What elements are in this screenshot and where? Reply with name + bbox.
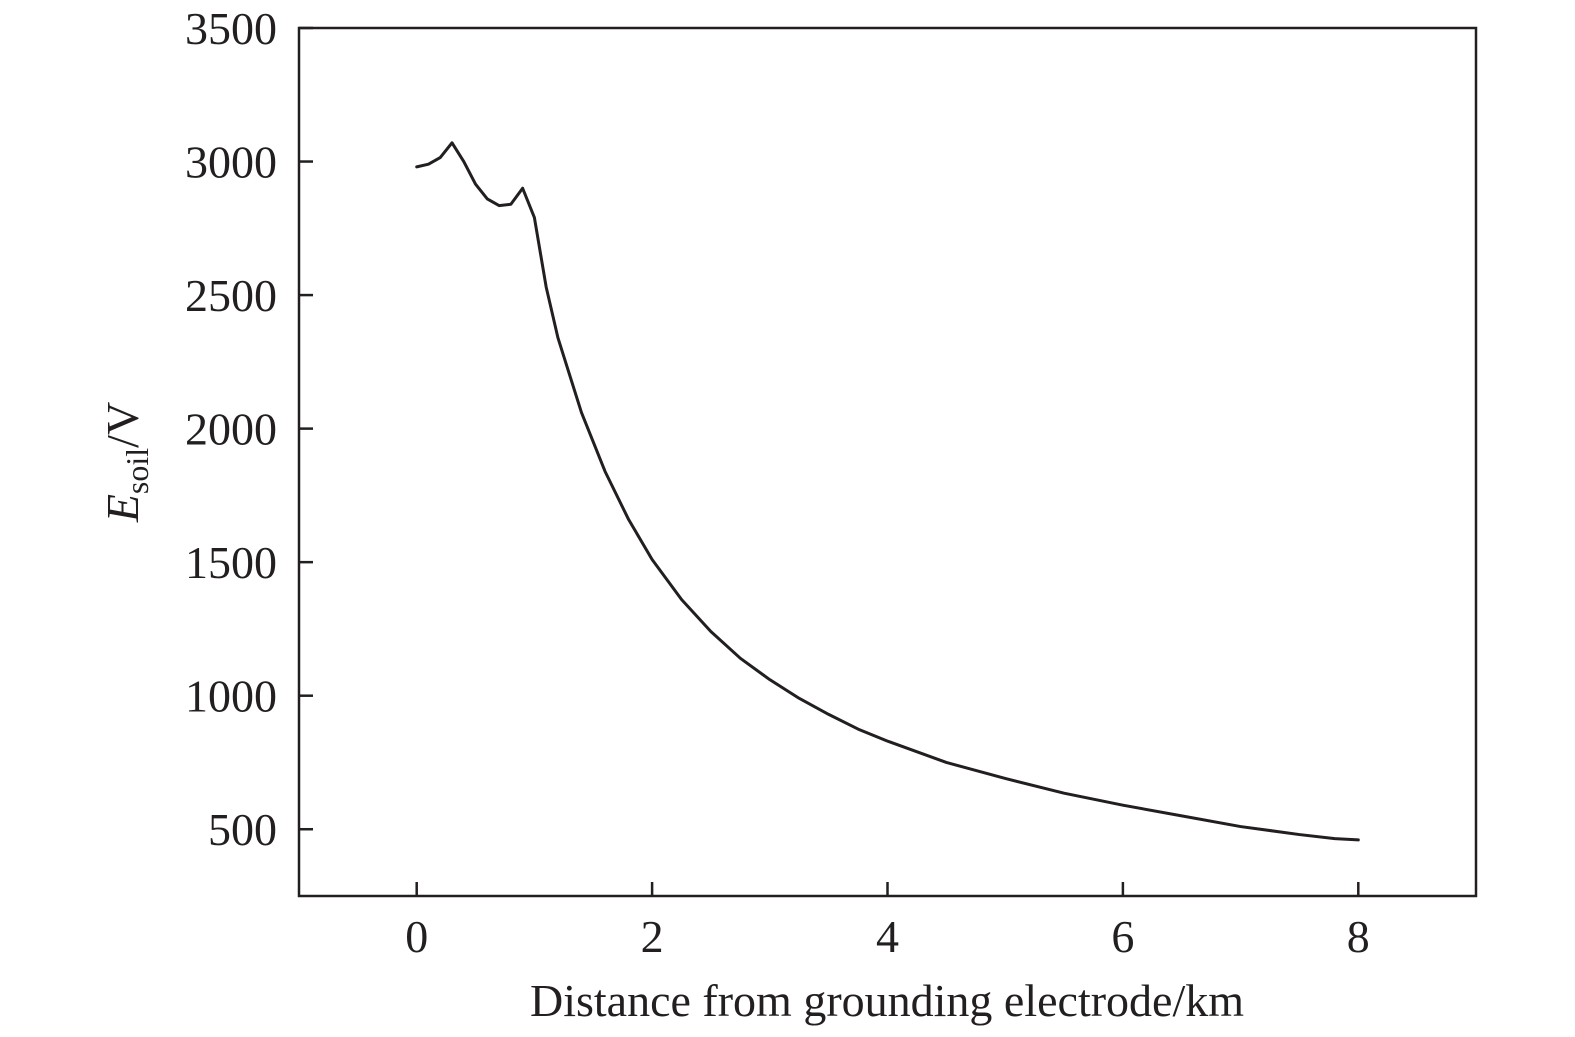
x-tick-label: 2	[641, 911, 664, 962]
y-tick-label: 1000	[185, 671, 277, 722]
x-tick-label: 6	[1111, 911, 1134, 962]
x-tick-label: 8	[1347, 911, 1370, 962]
y-tick-label: 2500	[185, 270, 277, 321]
y-tick-label: 2000	[185, 404, 277, 455]
y-axis-ticks: 500 1000 1500 2000 2500 3000 3500	[185, 3, 313, 855]
x-axis-ticks: 0 2 4 6 8	[405, 882, 1370, 962]
x-tick-label: 4	[876, 911, 899, 962]
y-tick-label: 3000	[185, 137, 277, 188]
x-axis-label: Distance from grounding electrode/km	[530, 975, 1244, 1026]
y-axis-label-subscript: soil	[119, 448, 155, 494]
plot-frame	[297, 26, 1478, 898]
series-line	[415, 141, 1360, 842]
y-tick-label: 3500	[185, 3, 277, 54]
y-axis-label-main: E	[97, 494, 148, 523]
y-axis-label-unit: /V	[97, 402, 148, 448]
y-tick-label: 500	[208, 804, 277, 855]
y-tick-label: 1500	[185, 537, 277, 588]
y-axis-label: Esoil/V	[97, 402, 155, 523]
x-tick-label: 0	[405, 911, 428, 962]
